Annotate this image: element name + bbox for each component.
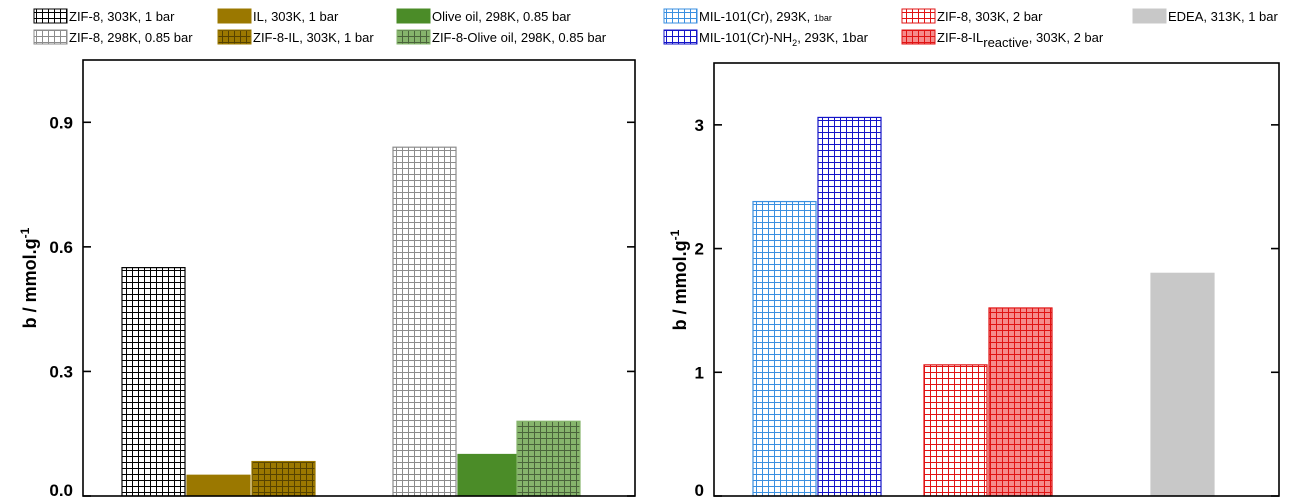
left-ytick-label-3: 0.9 [49,113,73,132]
right-bar-mil101-nh2 [817,116,882,497]
left-bar-zif8-298k [392,146,457,497]
left-legend-swatch-zif8-olive-oil [396,29,431,45]
left-legend-swatch-il [217,8,252,24]
right-legend-swatch-zif8-303k-2bar [901,8,936,24]
right-bar-mil101 [752,200,817,497]
right-yaxis: 0 1 2 3 [695,116,1279,498]
left-ytick-label-1: 0.3 [49,362,73,381]
left-legend-label-zif8-il: ZIF-8-IL, 303K, 1 bar [253,30,374,45]
right-bars [752,116,1215,497]
right-yaxis-title: b / mmol.g-1 [668,229,690,330]
left-chart: ZIF-8, 303K, 1 bar IL, 303K, 1 bar Olive… [18,8,636,498]
left-bar-zif8-il [251,460,316,497]
right-bar-zif8-303k-2bar [923,364,988,497]
right-bar-zif8-il-reactive [988,307,1053,497]
right-legend-label-mil101-nh2: MIL-101(Cr)-NH2, 293K, 1bar [699,30,869,48]
left-legend-swatch-olive-oil [396,8,431,24]
left-legend-swatch-zif8-298k [33,29,68,45]
left-legend-swatch-zif8-il [217,29,252,45]
right-plot-frame [713,62,1280,497]
left-ytick-label-0: 0.0 [49,481,73,498]
right-chart: MIL-101(Cr), 293K, 1bar ZIF-8, 303K, 2 b… [663,8,1280,498]
left-legend-label-zif8-298k: ZIF-8, 298K, 0.85 bar [69,30,193,45]
left-legend: ZIF-8, 303K, 1 bar IL, 303K, 1 bar Olive… [33,8,607,45]
right-legend-label-zif8-303k-2bar: ZIF-8, 303K, 2 bar [937,9,1043,24]
left-bars [121,146,581,497]
left-legend-label-olive-oil: Olive oil, 298K, 0.85 bar [432,9,571,24]
right-ytick-label-2: 2 [695,240,704,259]
left-plot-frame [82,59,636,497]
right-legend-label-mil101: MIL-101(Cr), 293K, 1bar [699,9,832,24]
right-ytick-label-3: 3 [695,116,704,135]
right-legend-label-edea: EDEA, 313K, 1 bar [1168,9,1279,24]
left-bar-zif8-303k [121,267,186,497]
right-legend-swatch-zif8-il-reactive [901,29,936,45]
left-ytick-label-2: 0.6 [49,238,73,257]
left-legend-label-il: IL, 303K, 1 bar [253,9,339,24]
right-legend-swatch-edea [1132,8,1167,24]
left-yaxis-title: b / mmol.g-1 [18,227,40,328]
left-bar-zif8-olive-oil [516,420,581,497]
right-legend-label-zif8-il-reactive: ZIF-8-ILreactive, 303K, 2 bar [937,30,1104,50]
left-bar-olive-oil [457,453,522,497]
right-ytick-label-0: 0 [695,481,704,498]
left-bar-il [186,474,251,497]
right-legend-swatch-mil101-nh2 [663,29,698,45]
left-legend-label-zif8-303k: ZIF-8, 303K, 1 bar [69,9,175,24]
right-legend: MIL-101(Cr), 293K, 1bar ZIF-8, 303K, 2 b… [663,8,1279,50]
left-yaxis: 0.0 0.3 0.6 0.9 [49,113,635,498]
left-legend-label-zif8-olive-oil: ZIF-8-Olive oil, 298K, 0.85 bar [432,30,607,45]
right-legend-swatch-mil101 [663,8,698,24]
left-legend-swatch-zif8-303k [33,8,68,24]
right-ytick-label-1: 1 [695,363,704,382]
right-bar-edea [1150,272,1215,497]
